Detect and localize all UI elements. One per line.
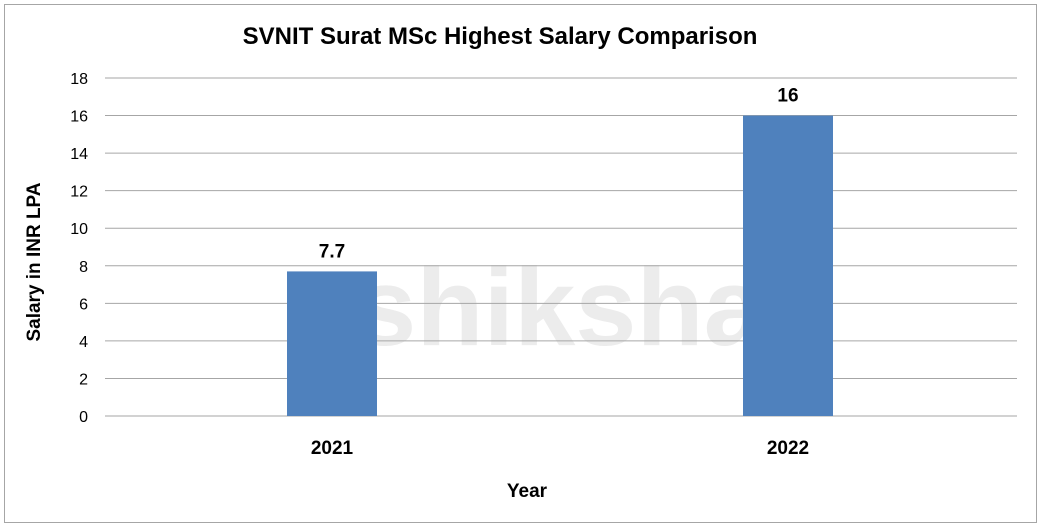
chart-title: SVNIT Surat MSc Highest Salary Compariso…	[243, 23, 758, 50]
y-tick-label: 4	[79, 334, 88, 351]
y-tick-label: 12	[70, 184, 88, 201]
y-tick-label: 0	[79, 409, 88, 426]
y-tick-label: 16	[70, 109, 88, 126]
y-tick-label: 6	[79, 296, 88, 313]
x-tick-label: 2021	[311, 438, 354, 459]
y-tick-label: 14	[70, 146, 88, 163]
y-axis-label: Salary in INR LPA	[24, 182, 45, 341]
x-tick-label: 2022	[767, 438, 809, 459]
y-tick-label: 2	[79, 371, 88, 388]
data-label: 16	[777, 86, 798, 107]
y-tick-label: 8	[79, 259, 88, 276]
bar-2021	[287, 271, 377, 416]
chart-frame	[4, 4, 1037, 523]
bar-2022	[743, 115, 833, 417]
watermark-logo: shiksha	[355, 246, 765, 369]
y-tick-label: 18	[70, 71, 88, 88]
x-axis-label: Year	[507, 481, 548, 502]
data-label: 7.7	[319, 241, 345, 262]
y-tick-label: 10	[70, 221, 88, 238]
